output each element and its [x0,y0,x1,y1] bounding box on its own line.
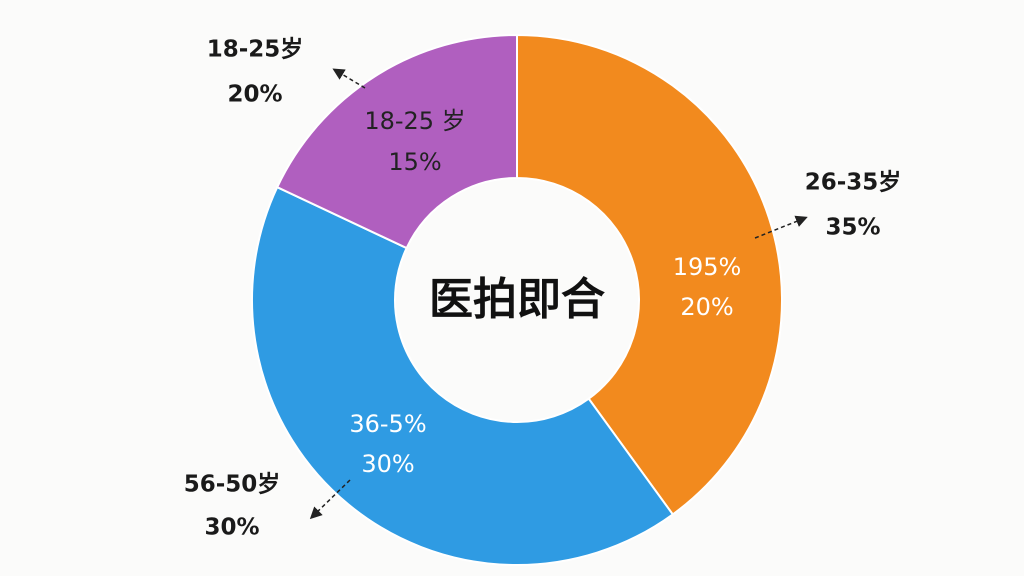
callout-label: 18-25岁 [207,36,304,63]
callout-label: 56-50岁 [184,471,281,498]
callout-arrow [332,68,366,89]
callout-arrow [309,479,351,520]
callout-label: 30% [204,515,259,541]
slice-label: 18-25 岁 [364,107,465,135]
callout-label: 20% [227,82,282,108]
center-label: 医拍即合 [429,274,605,325]
slice [251,185,675,566]
callout-label: 26-35岁 [805,169,902,196]
slice [516,33,783,516]
slice-label: 36-5% [349,410,426,438]
slice-label: 195% [673,253,742,281]
slice [275,33,518,250]
callout-arrow [754,215,808,239]
slice-label: 15% [388,148,441,176]
donut [251,33,783,566]
slice-label: 20% [680,293,733,321]
slice-label: 30% [361,450,414,478]
callout-label: 35% [825,215,880,241]
